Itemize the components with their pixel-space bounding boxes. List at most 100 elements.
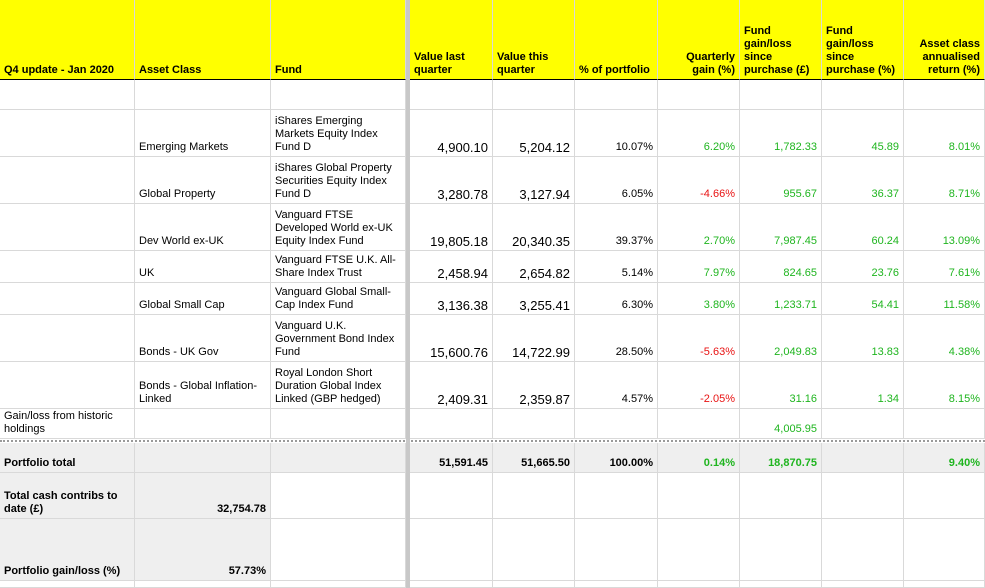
cell[interactable] xyxy=(740,80,822,110)
quarterly-gain-cell[interactable]: 6.20% xyxy=(658,110,740,157)
asset-class-cell[interactable]: Dev World ex-UK xyxy=(135,204,271,251)
header-asset-class[interactable]: Asset Class xyxy=(135,0,271,80)
cell[interactable] xyxy=(135,581,271,588)
cell[interactable] xyxy=(822,443,904,473)
cell[interactable] xyxy=(493,409,575,439)
annualised-return-cell[interactable]: 11.58% xyxy=(904,283,985,315)
fund-cell[interactable]: iShares Emerging Markets Equity Index Fu… xyxy=(271,110,406,157)
quarterly-gain-cell[interactable]: 7.97% xyxy=(658,251,740,283)
cell[interactable] xyxy=(135,409,271,439)
cell[interactable] xyxy=(0,362,135,409)
cell[interactable] xyxy=(658,80,740,110)
cell[interactable] xyxy=(0,315,135,362)
fund-gain-pct-cell[interactable]: 36.37 xyxy=(822,157,904,204)
fund-cell[interactable]: Vanguard FTSE U.K. All-Share Index Trust xyxy=(271,251,406,283)
fund-gain-gbp-cell[interactable]: 824.65 xyxy=(740,251,822,283)
fund-gain-pct-cell[interactable]: 23.76 xyxy=(822,251,904,283)
cell[interactable] xyxy=(575,80,658,110)
asset-class-cell[interactable]: Bonds - Global Inflation-Linked xyxy=(135,362,271,409)
cell[interactable] xyxy=(0,80,135,110)
fund-gain-pct-cell[interactable]: 60.24 xyxy=(822,204,904,251)
value-last-cell[interactable]: 3,136.38 xyxy=(410,283,493,315)
value-this-cell[interactable]: 3,127.94 xyxy=(493,157,575,204)
asset-class-cell[interactable]: UK xyxy=(135,251,271,283)
fund-gain-pct-cell[interactable]: 1.34 xyxy=(822,362,904,409)
cash-value[interactable]: 32,754.78 xyxy=(135,473,271,519)
cell[interactable] xyxy=(271,443,406,473)
value-last-cell[interactable]: 4,900.10 xyxy=(410,110,493,157)
historic-gain-gbp[interactable]: 4,005.95 xyxy=(740,409,822,439)
pct-portfolio-cell[interactable]: 5.14% xyxy=(575,251,658,283)
header-fund-gain-pct[interactable]: Fund gain/loss since purchase (%) xyxy=(822,0,904,80)
cell[interactable] xyxy=(822,80,904,110)
cell[interactable] xyxy=(0,251,135,283)
pct-portfolio-cell[interactable]: 39.37% xyxy=(575,204,658,251)
fund-gain-pct-cell[interactable]: 54.41 xyxy=(822,283,904,315)
asset-class-cell[interactable]: Global Small Cap xyxy=(135,283,271,315)
fund-cell[interactable]: iShares Global Property Securities Equit… xyxy=(271,157,406,204)
cell[interactable] xyxy=(904,581,985,588)
header-pct-portfolio[interactable]: % of portfolio xyxy=(575,0,658,80)
header-quarterly-gain[interactable]: Quarterly gain (%) xyxy=(658,0,740,80)
total-pct-portfolio[interactable]: 100.00% xyxy=(575,443,658,473)
sheet-title[interactable]: Q4 update - Jan 2020 xyxy=(0,0,135,80)
quarterly-gain-cell[interactable]: 3.80% xyxy=(658,283,740,315)
cell[interactable] xyxy=(904,519,985,581)
annualised-return-cell[interactable]: 8.15% xyxy=(904,362,985,409)
value-this-cell[interactable]: 3,255.41 xyxy=(493,283,575,315)
fund-gain-gbp-cell[interactable]: 7,987.45 xyxy=(740,204,822,251)
quarterly-gain-cell[interactable]: -5.63% xyxy=(658,315,740,362)
annualised-return-cell[interactable]: 13.09% xyxy=(904,204,985,251)
quarterly-gain-cell[interactable]: 2.70% xyxy=(658,204,740,251)
cell[interactable] xyxy=(0,157,135,204)
pct-portfolio-cell[interactable]: 28.50% xyxy=(575,315,658,362)
asset-class-cell[interactable]: Bonds - UK Gov xyxy=(135,315,271,362)
value-last-cell[interactable]: 2,409.31 xyxy=(410,362,493,409)
cell[interactable] xyxy=(493,80,575,110)
cell[interactable] xyxy=(493,581,575,588)
cell[interactable] xyxy=(0,283,135,315)
annualised-return-cell[interactable]: 7.61% xyxy=(904,251,985,283)
cell[interactable] xyxy=(658,473,740,519)
value-this-cell[interactable]: 14,722.99 xyxy=(493,315,575,362)
cell[interactable] xyxy=(658,519,740,581)
asset-class-cell[interactable]: Global Property xyxy=(135,157,271,204)
fund-gain-gbp-cell[interactable]: 31.16 xyxy=(740,362,822,409)
fund-gain-gbp-cell[interactable]: 2,049.83 xyxy=(740,315,822,362)
fund-cell[interactable]: Vanguard U.K. Government Bond Index Fund xyxy=(271,315,406,362)
pct-portfolio-cell[interactable]: 10.07% xyxy=(575,110,658,157)
cell[interactable] xyxy=(904,80,985,110)
header-fund[interactable]: Fund xyxy=(271,0,406,80)
cell[interactable] xyxy=(575,409,658,439)
cell[interactable] xyxy=(0,110,135,157)
cell[interactable] xyxy=(904,409,985,439)
value-this-cell[interactable]: 2,654.82 xyxy=(493,251,575,283)
cell[interactable] xyxy=(410,80,493,110)
value-last-cell[interactable]: 3,280.78 xyxy=(410,157,493,204)
cell[interactable] xyxy=(822,519,904,581)
header-value-last-quarter[interactable]: Value last quarter xyxy=(410,0,493,80)
cell[interactable] xyxy=(271,519,406,581)
portfolio-gain-value[interactable]: 57.73% xyxy=(135,519,271,581)
cell[interactable] xyxy=(493,473,575,519)
cell[interactable] xyxy=(410,581,493,588)
total-gain-gbp[interactable]: 18,870.75 xyxy=(740,443,822,473)
cell[interactable] xyxy=(822,409,904,439)
cell[interactable] xyxy=(271,581,406,588)
pct-portfolio-cell[interactable]: 4.57% xyxy=(575,362,658,409)
cell[interactable] xyxy=(904,473,985,519)
cell[interactable] xyxy=(740,581,822,588)
fund-gain-gbp-cell[interactable]: 1,233.71 xyxy=(740,283,822,315)
asset-class-cell[interactable]: Emerging Markets xyxy=(135,110,271,157)
quarterly-gain-cell[interactable]: -4.66% xyxy=(658,157,740,204)
cell[interactable] xyxy=(822,581,904,588)
fund-cell[interactable]: Vanguard FTSE Developed World ex-UK Equi… xyxy=(271,204,406,251)
header-asset-class-return[interactable]: Asset class annualised return (%) xyxy=(904,0,985,80)
annualised-return-cell[interactable]: 8.01% xyxy=(904,110,985,157)
cell[interactable] xyxy=(575,581,658,588)
header-fund-gain-gbp[interactable]: Fund gain/loss since purchase (£) xyxy=(740,0,822,80)
fund-gain-gbp-cell[interactable]: 1,782.33 xyxy=(740,110,822,157)
cell[interactable] xyxy=(0,204,135,251)
fund-gain-pct-cell[interactable]: 45.89 xyxy=(822,110,904,157)
portfolio-gain-label[interactable]: Portfolio gain/loss (%) xyxy=(0,519,135,581)
